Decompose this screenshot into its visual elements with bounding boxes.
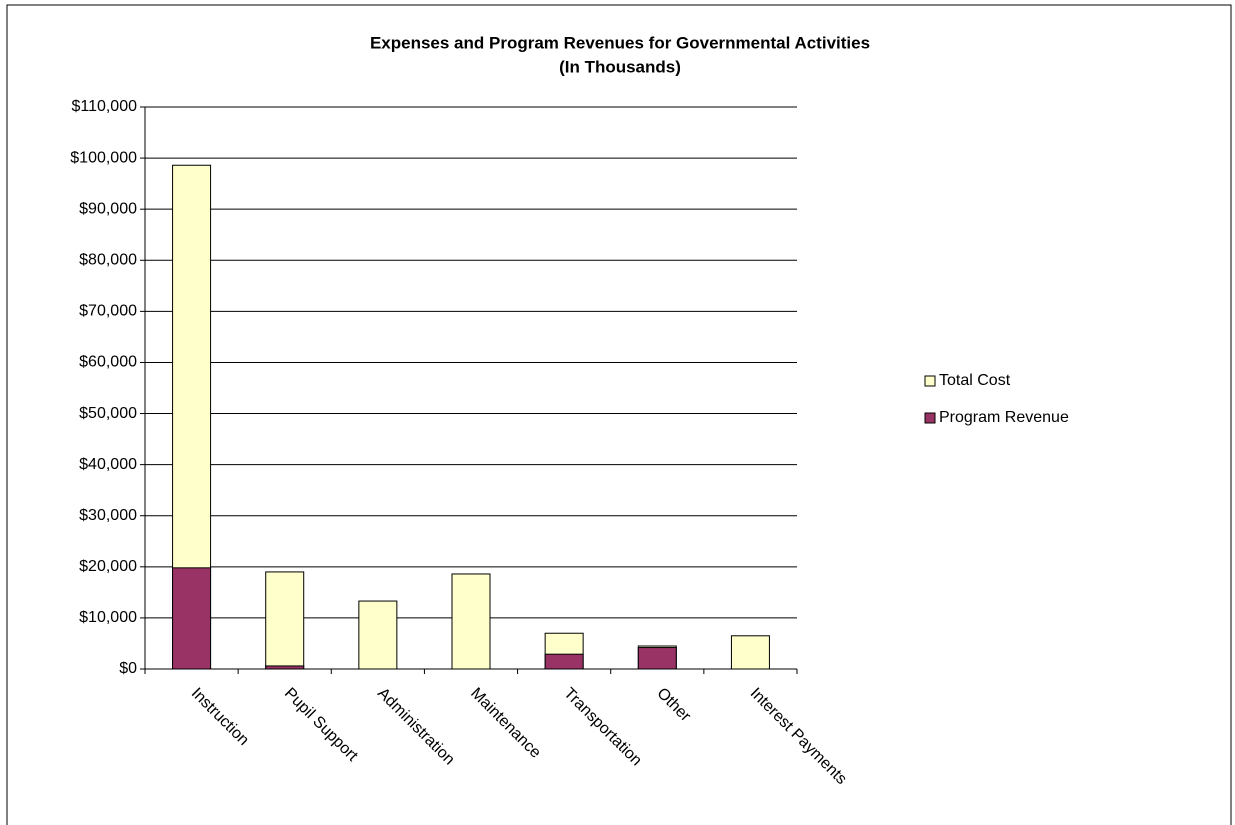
bar [265, 571, 305, 670]
y-tick-label: $60,000 [79, 354, 137, 371]
bar [358, 600, 398, 670]
legend-label: Total Cost [939, 372, 1011, 389]
legend-swatch [924, 412, 936, 424]
bar [637, 647, 677, 670]
bar [730, 635, 770, 670]
chart-subtitle: (In Thousands) [559, 57, 681, 76]
y-tick-label: $10,000 [79, 609, 137, 626]
y-tick-label: $30,000 [79, 507, 137, 524]
y-tick-label: $0 [119, 660, 137, 677]
legend-label: Program Revenue [939, 409, 1069, 426]
y-tick-label: $80,000 [79, 251, 137, 268]
bar [451, 573, 491, 670]
legend-swatch [924, 375, 936, 387]
y-tick-label: $40,000 [79, 456, 137, 473]
y-tick-label: $50,000 [79, 405, 137, 422]
y-tick-label: $20,000 [79, 558, 137, 575]
bar [544, 653, 584, 670]
chart-title: Expenses and Program Revenues for Govern… [370, 33, 870, 52]
bar [172, 567, 212, 670]
y-tick-label: $70,000 [79, 303, 137, 320]
y-tick-label: $110,000 [71, 98, 137, 115]
y-tick-label: $100,000 [70, 149, 137, 166]
y-tick-label: $90,000 [79, 200, 137, 217]
